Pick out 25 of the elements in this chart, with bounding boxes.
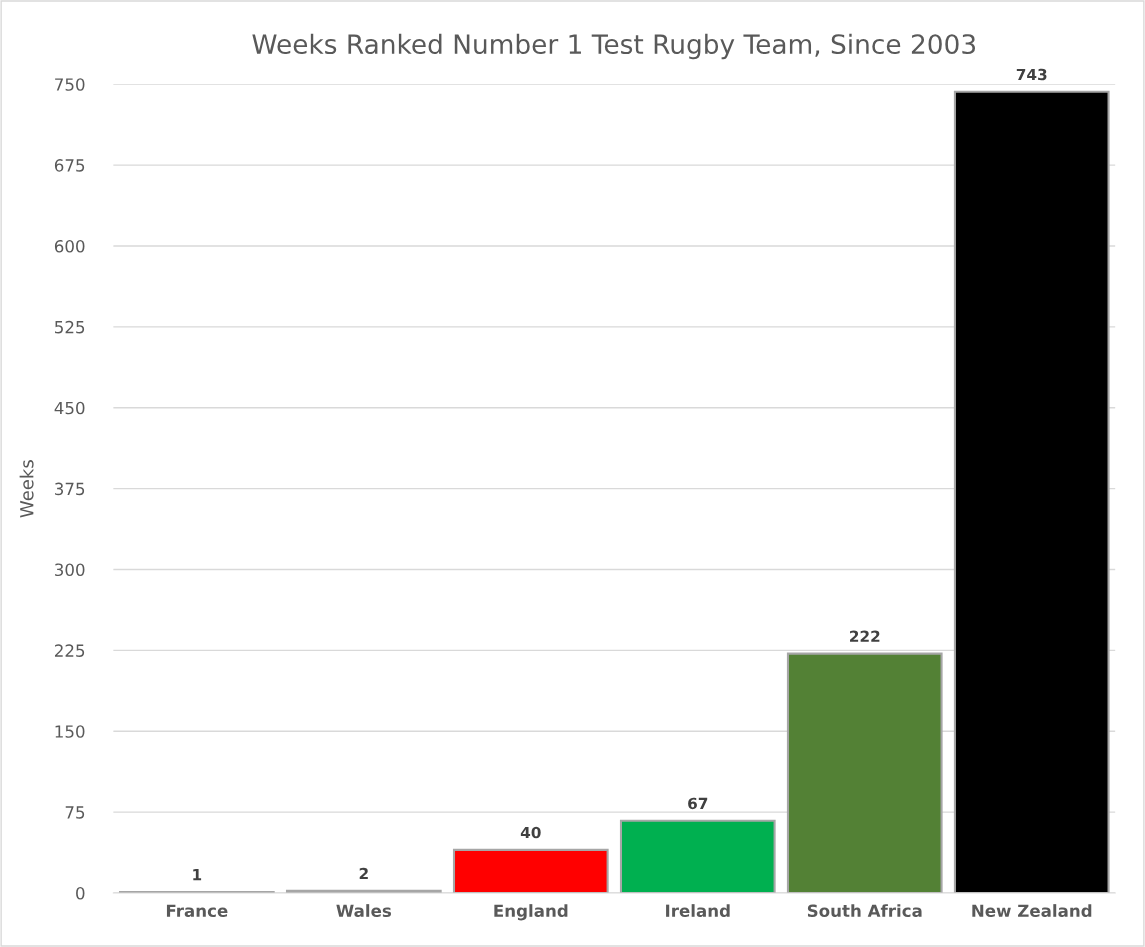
data-label: 1 — [193, 869, 202, 881]
data-label: 40 — [520, 826, 541, 839]
x-tick-label: South Africa — [807, 904, 922, 918]
data-label: 67 — [688, 797, 708, 810]
x-tick-label: Wales — [336, 904, 392, 918]
y-tick-label: 0 — [76, 886, 85, 900]
y-tick-label: 75 — [65, 806, 85, 819]
y-tick-label: 750 — [55, 78, 85, 91]
data-label: 2 — [359, 867, 368, 880]
y-tick-label: 600 — [54, 239, 85, 253]
y-axis-title: Weeks — [19, 460, 34, 518]
y-tick-label: 375 — [55, 482, 85, 496]
y-tick-label: 300 — [55, 563, 85, 577]
y-tick-label: 450 — [54, 401, 85, 415]
y-tick-label: 675 — [54, 159, 85, 172]
data-label: 743 — [1016, 68, 1047, 81]
x-tick-label: Ireland — [666, 904, 730, 918]
chart-title: Weeks Ranked Number 1 Test Rugby Team, Since 2003 — [252, 33, 976, 60]
y-tick-label: 225 — [54, 644, 85, 657]
x-tick-label: New Zealand — [972, 904, 1092, 918]
y-tick-label: 525 — [55, 320, 85, 334]
x-tick-label: France — [166, 904, 228, 918]
data-label: 222 — [850, 630, 880, 642]
y-tick-label: 150 — [55, 725, 85, 738]
x-tick-label: England — [494, 904, 568, 921]
